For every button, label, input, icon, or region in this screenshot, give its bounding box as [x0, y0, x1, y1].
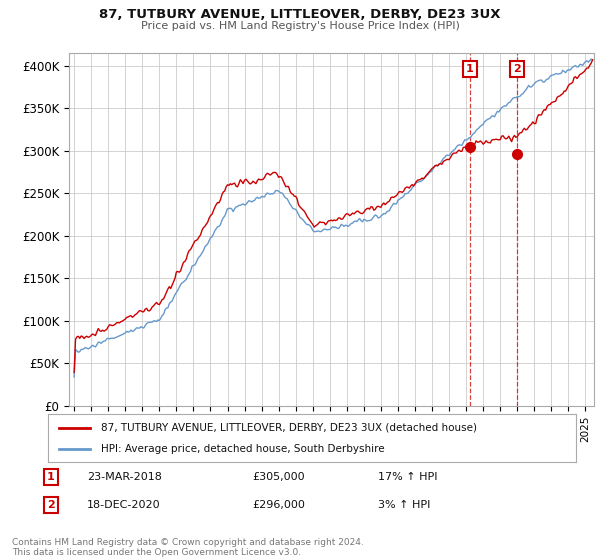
Text: 87, TUTBURY AVENUE, LITTLEOVER, DERBY, DE23 3UX (detached house): 87, TUTBURY AVENUE, LITTLEOVER, DERBY, D… [101, 423, 477, 433]
Text: 1: 1 [466, 64, 474, 74]
Text: 17% ↑ HPI: 17% ↑ HPI [378, 472, 437, 482]
Text: 2: 2 [47, 500, 55, 510]
Text: Price paid vs. HM Land Registry's House Price Index (HPI): Price paid vs. HM Land Registry's House … [140, 21, 460, 31]
Text: 23-MAR-2018: 23-MAR-2018 [87, 472, 162, 482]
Text: 3% ↑ HPI: 3% ↑ HPI [378, 500, 430, 510]
Text: Contains HM Land Registry data © Crown copyright and database right 2024.
This d: Contains HM Land Registry data © Crown c… [12, 538, 364, 557]
Text: HPI: Average price, detached house, South Derbyshire: HPI: Average price, detached house, Sout… [101, 444, 385, 454]
Text: 18-DEC-2020: 18-DEC-2020 [87, 500, 161, 510]
Text: 1: 1 [47, 472, 55, 482]
Text: £296,000: £296,000 [252, 500, 305, 510]
Text: 87, TUTBURY AVENUE, LITTLEOVER, DERBY, DE23 3UX: 87, TUTBURY AVENUE, LITTLEOVER, DERBY, D… [99, 8, 501, 21]
Text: 2: 2 [513, 64, 521, 74]
Text: £305,000: £305,000 [252, 472, 305, 482]
